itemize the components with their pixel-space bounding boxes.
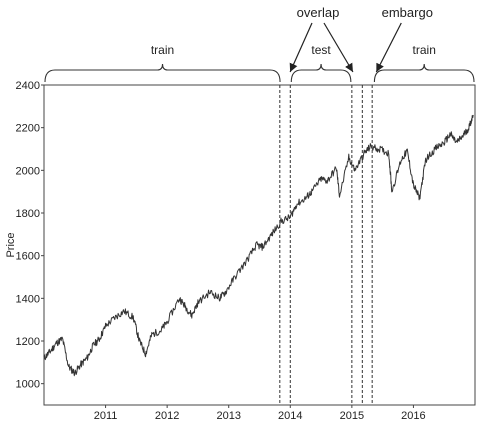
y-tick-label: 1000 [16,379,40,391]
annotation-label-0: overlap [297,5,340,20]
annotation-arrow [323,22,354,73]
y-tick-label: 2000 [16,165,40,177]
region-brace-1 [290,63,352,83]
y-axis-label: Price [5,232,17,257]
plot-frame [43,84,476,406]
region-label-1: test [311,43,331,57]
region-brace-2 [373,63,475,83]
x-tick-label: 2012 [155,410,179,422]
x-tick-label: 2013 [216,410,240,422]
region-brace-0 [44,63,281,83]
x-tick-label: 2015 [340,410,364,422]
region-label-0: train [151,43,174,57]
y-tick-label: 2400 [16,80,40,92]
y-tick-label: 2200 [16,123,40,135]
x-tick-label: 2016 [401,410,425,422]
x-tick-label: 2011 [94,410,118,422]
annotation-arrow [289,22,313,73]
annotation-label-1: embargo [382,5,433,20]
region-label-2: train [413,43,436,57]
y-tick-label: 1200 [16,336,40,348]
y-tick-label: 1400 [16,293,40,305]
y-tick-label: 1800 [16,208,40,220]
x-tick-label: 2014 [278,410,302,422]
annotation-arrow [375,22,402,73]
y-tick-label: 1600 [16,251,40,263]
price-series-line [43,114,474,377]
